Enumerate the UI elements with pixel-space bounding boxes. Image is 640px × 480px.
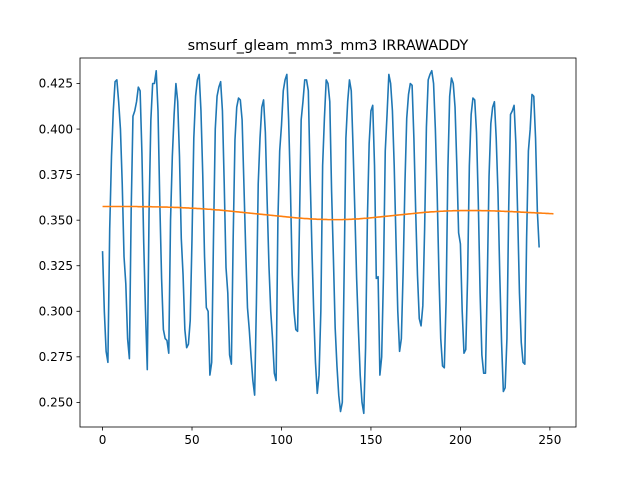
chart-title: smsurf_gleam_mm3_mm3 IRRAWADDY xyxy=(188,38,469,54)
x-tick-label: 200 xyxy=(449,433,472,447)
y-tick-label: 0.250 xyxy=(39,396,73,410)
y-tick-label: 0.400 xyxy=(39,122,73,136)
y-axis: 0.250 0.275 0.300 0.325 0.350 0.375 0.400 0.425 xyxy=(39,77,80,410)
x-tick-label: 150 xyxy=(359,433,382,447)
axes-frame xyxy=(79,57,577,428)
y-tick-label: 0.350 xyxy=(39,213,73,227)
series-line-2 xyxy=(102,205,554,221)
y-tick-label: 0.425 xyxy=(39,77,73,91)
series-line-1 xyxy=(101,69,540,415)
x-tick-label: 0 xyxy=(99,433,107,447)
x-tick-label: 250 xyxy=(538,433,561,447)
y-tick-label: 0.375 xyxy=(39,168,73,182)
x-axis: 0 50 100 150 200 250 xyxy=(99,427,561,447)
y-tick-label: 0.325 xyxy=(39,259,73,273)
x-tick-label: 50 xyxy=(184,433,199,447)
x-tick-label: 100 xyxy=(270,433,293,447)
y-tick-label: 0.275 xyxy=(39,350,73,364)
plot-area xyxy=(101,69,554,415)
y-tick-label: 0.300 xyxy=(39,304,73,318)
